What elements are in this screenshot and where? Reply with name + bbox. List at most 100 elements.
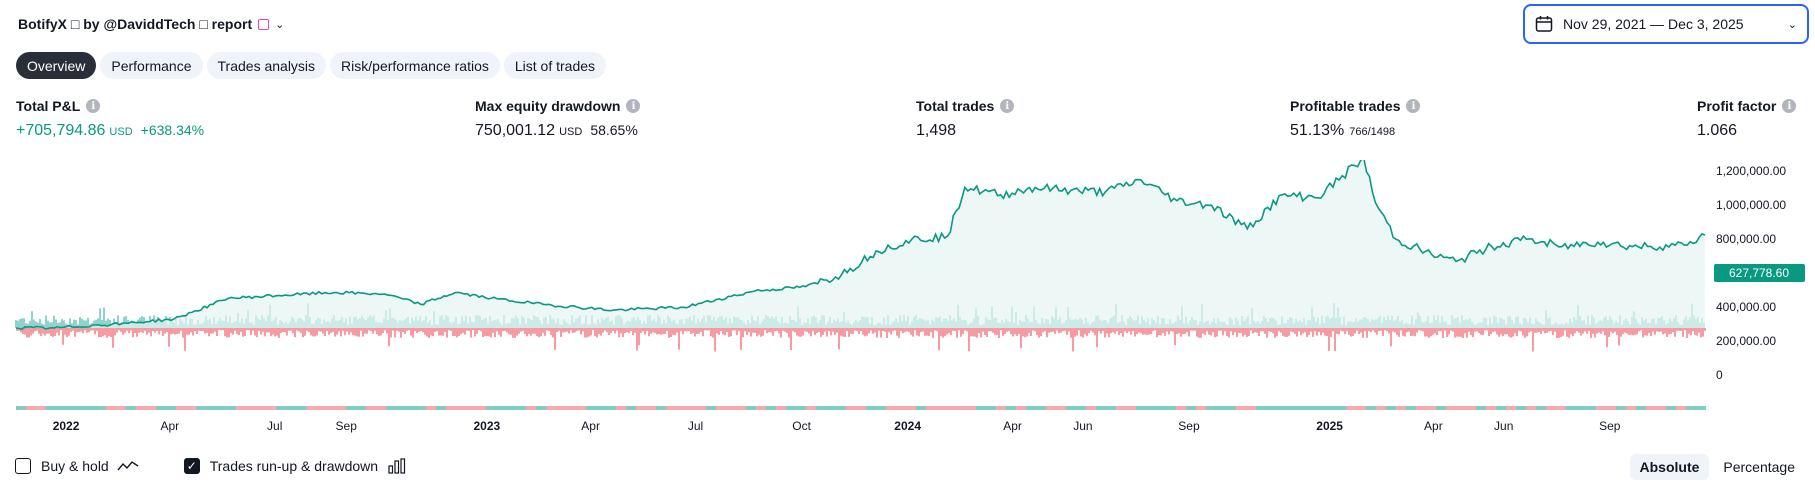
x-axis-tick-label: 2025 xyxy=(1316,419,1343,433)
trade-result-strip-segment xyxy=(246,406,256,410)
metric-max-equity-drawdown: Max equity drawdown i 750,001.12 USD 58.6… xyxy=(475,98,641,140)
trade-result-strip-segment xyxy=(1216,406,1226,410)
trade-result-strip-segment xyxy=(336,406,346,410)
trade-result-strip-segment xyxy=(316,406,326,410)
trade-result-strip-segment xyxy=(996,406,1006,410)
metric-label: Total trades xyxy=(916,98,995,114)
trade-result-strip-segment xyxy=(1186,406,1196,410)
trade-result-strip-segment xyxy=(386,406,396,410)
runup-drawdown-label: Trades run-up & drawdown xyxy=(209,458,379,474)
trade-result-strip-segment xyxy=(756,406,766,410)
info-icon[interactable]: i xyxy=(86,99,101,113)
trade-result-strip-segment xyxy=(1056,406,1066,410)
tab-list-of-trades[interactable]: List of trades xyxy=(503,52,607,79)
x-axis-tick-label: Jun xyxy=(1494,419,1513,433)
trade-result-strip-segment xyxy=(366,406,376,410)
metric-percent: +638.34% xyxy=(140,122,205,138)
trade-result-strip-segment xyxy=(86,406,96,410)
trade-result-strip-segment xyxy=(1376,406,1386,410)
trade-result-strip-segment xyxy=(226,406,236,410)
trade-result-strip-segment xyxy=(746,406,756,410)
trade-result-strip-segment xyxy=(276,406,286,410)
percentage-button[interactable]: Percentage xyxy=(1723,459,1795,475)
trade-result-strip-segment xyxy=(586,406,596,410)
trade-result-strip-segment xyxy=(26,406,36,410)
trade-result-strip-segment xyxy=(196,406,206,410)
info-icon[interactable]: i xyxy=(626,99,641,113)
trade-result-strip-segment xyxy=(676,406,686,410)
trade-result-strip-segment xyxy=(1476,406,1486,410)
trade-result-strip-segment xyxy=(986,406,996,410)
trade-result-strip-segment xyxy=(406,406,416,410)
trade-result-strip-segment xyxy=(1086,406,1096,410)
tab-overview[interactable]: Overview xyxy=(16,52,97,79)
trade-result-strip-segment xyxy=(136,406,146,410)
trade-result-strip-segment xyxy=(666,406,676,410)
trade-result-strip-segment xyxy=(1666,406,1676,410)
tab-performance[interactable]: Performance xyxy=(100,52,203,79)
trade-result-strip-segment xyxy=(156,406,166,410)
value-mode-toggle: Absolute Percentage xyxy=(1629,454,1806,480)
trade-result-strip-segment xyxy=(936,406,946,410)
trade-result-strip-segment xyxy=(1696,406,1706,410)
trade-result-strip-segment xyxy=(1226,406,1236,410)
metric-total-trades: Total trades i 1,498 xyxy=(916,98,1015,140)
buy-hold-checkbox[interactable] xyxy=(15,458,31,474)
info-icon[interactable]: i xyxy=(1782,99,1797,113)
trade-result-strip-segment xyxy=(1466,406,1476,410)
trade-result-strip-segment xyxy=(1266,406,1276,410)
trade-result-strip-segment xyxy=(286,406,296,410)
trade-result-strip-segment xyxy=(516,406,526,410)
tab-trades-analysis[interactable]: Trades analysis xyxy=(206,52,327,79)
trade-result-strip-segment xyxy=(1366,406,1376,410)
trade-result-strip-segment xyxy=(1576,406,1586,410)
trade-result-strip-segment xyxy=(36,406,46,410)
report-title: BotifyX □ by @DaviddTech □ report xyxy=(18,16,253,32)
trade-result-strip-segment xyxy=(1486,406,1496,410)
trade-result-strip-segment xyxy=(686,406,696,410)
trade-result-strip-segment xyxy=(1406,406,1416,410)
trade-result-strip-segment xyxy=(326,406,336,410)
absolute-button[interactable]: Absolute xyxy=(1629,454,1710,480)
trade-result-strip-segment xyxy=(56,406,66,410)
trade-result-strip-segment xyxy=(1336,406,1346,410)
x-axis-tick-label: Apr xyxy=(1003,419,1022,433)
y-axis-tick-label: 1,000,000.00 xyxy=(1716,198,1786,212)
trade-result-strip-segment xyxy=(1596,406,1606,410)
trade-result-strip-segment xyxy=(1526,406,1536,410)
y-axis-tick-label: 400,000.00 xyxy=(1716,300,1776,314)
info-icon[interactable]: i xyxy=(1000,99,1015,113)
trade-result-strip-segment xyxy=(1016,406,1026,410)
trade-result-strip-segment xyxy=(1146,406,1156,410)
trade-result-strip-segment xyxy=(256,406,266,410)
trade-result-strip-segment xyxy=(1326,406,1336,410)
metric-value: 750,001.12 xyxy=(475,122,556,139)
trade-result-strip-segment xyxy=(966,406,976,410)
last-value-label: 627,778.60 xyxy=(1729,266,1789,280)
trade-result-strip-segment xyxy=(346,406,356,410)
trade-result-strip-segment xyxy=(826,406,836,410)
trade-result-strip-segment xyxy=(526,406,536,410)
x-axis-tick-label: Jul xyxy=(688,419,703,433)
date-range-label: Nov 29, 2021 — Dec 3, 2025 xyxy=(1563,16,1744,32)
trade-result-strip-segment xyxy=(1496,406,1506,410)
trade-result-strip-segment xyxy=(1396,406,1406,410)
info-icon[interactable]: i xyxy=(1406,99,1421,113)
trade-result-strip-segment xyxy=(1386,406,1396,410)
trade-result-strip-segment xyxy=(376,406,386,410)
trade-result-strip-segment xyxy=(1636,406,1646,410)
trade-result-strip-segment xyxy=(1556,406,1566,410)
trade-result-strip-segment xyxy=(106,406,116,410)
trade-result-strip-segment xyxy=(886,406,896,410)
equity-line xyxy=(15,160,1706,331)
runup-drawdown-checkbox[interactable]: ✓ xyxy=(183,458,200,474)
equity-chart[interactable]: 1,200,000.00 1,000,000.00 800,000.00 400,00… xyxy=(0,160,1815,440)
tab-risk-performance-ratios[interactable]: Risk/performance ratios xyxy=(330,52,500,79)
report-header[interactable]: BotifyX □ by @DaviddTech □ report ⌄ xyxy=(18,13,284,35)
trade-result-strip-segment xyxy=(786,406,796,410)
trade-result-strip-segment xyxy=(96,406,106,410)
trade-result-strip-segment xyxy=(426,406,436,410)
trade-result-strip-segment xyxy=(1136,406,1146,410)
date-range-selector[interactable]: Nov 29, 2021 — Dec 3, 2025 ⌄ xyxy=(1523,4,1809,44)
trade-result-strip-segment xyxy=(1286,406,1296,410)
